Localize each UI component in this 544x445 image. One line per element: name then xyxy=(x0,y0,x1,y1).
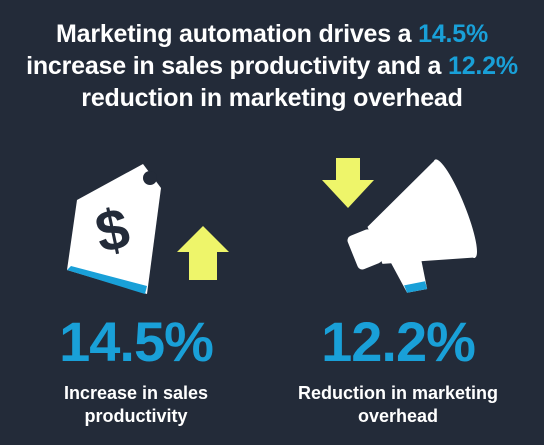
stat-left-caption-line-1: Increase in sales xyxy=(63,383,209,403)
headline-highlight-1: 14.5% xyxy=(418,20,489,48)
megaphone-icon xyxy=(347,159,477,293)
stat-left-value: 14.5% xyxy=(59,310,214,373)
headline-text-2: increase in sales productivity and a xyxy=(26,52,449,80)
headline: Marketing automation drives a 14.5% incr… xyxy=(0,18,544,114)
stat-right-caption: Reduction in marketing overhead xyxy=(262,382,534,428)
headline-text-3: reduction in marketing overhead xyxy=(81,84,463,112)
stat-left-caption-line-2: productivity xyxy=(84,406,188,426)
stat-right-caption-line-1: Reduction in marketing xyxy=(297,383,499,403)
headline-highlight-2: 12.2% xyxy=(448,52,518,80)
stat-left: 14.5% Increase in sales productivity xyxy=(0,312,272,428)
headline-line-1: Marketing automation drives a 14.5% xyxy=(0,18,544,50)
stat-right-value: 12.2% xyxy=(321,310,476,373)
price-tag-dollar-icon: $ xyxy=(67,164,161,294)
right-illustration xyxy=(322,158,477,293)
headline-line-3: reduction in marketing overhead xyxy=(0,82,544,114)
headline-text-1: Marketing automation drives a xyxy=(55,20,419,48)
left-illustration: $ xyxy=(67,164,229,294)
arrow-up-icon xyxy=(177,226,229,280)
arrow-down-icon xyxy=(322,158,374,208)
stat-right: 12.2% Reduction in marketing overhead xyxy=(262,312,534,428)
headline-line-2: increase in sales productivity and a 12.… xyxy=(0,50,544,82)
stat-right-caption-line-2: overhead xyxy=(357,406,439,426)
stat-left-caption: Increase in sales productivity xyxy=(0,382,272,428)
